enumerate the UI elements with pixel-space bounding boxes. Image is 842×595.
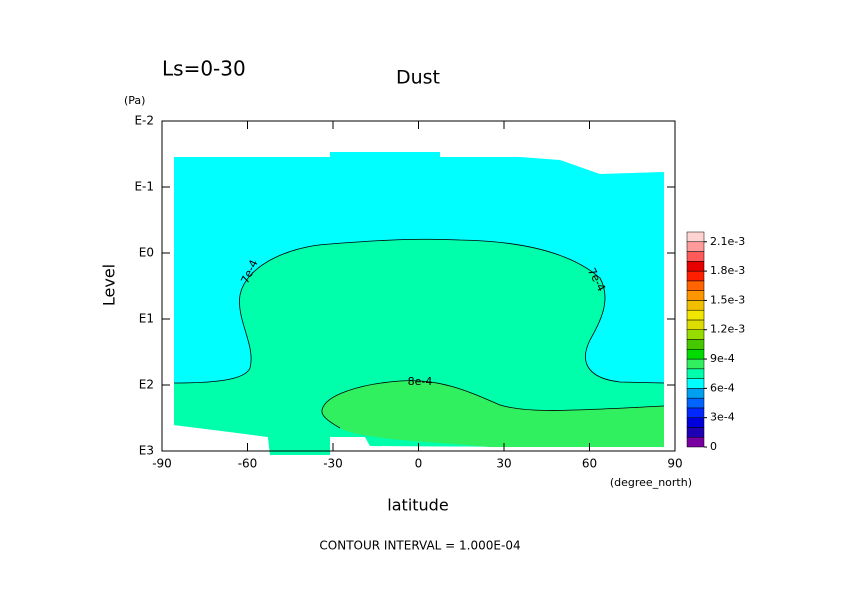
colorbar-swatch [686,329,705,340]
colorbar-swatch [686,388,705,399]
colorbar-tick-label: 2.1e-3 [710,235,745,248]
colorbar-swatch [686,417,705,428]
contour-fill [321,380,664,447]
x-tick-label: 0 [415,457,423,471]
colorbar-swatch [686,309,705,321]
colorbar-tick-label: 1.5e-3 [710,293,745,306]
colorbar-tick-label: 0 [710,440,717,453]
x-axis-label: latitude [387,496,448,515]
contour-fields [174,152,664,455]
y-tick-label: E-2 [134,114,154,128]
colorbar-tick-label: 1.8e-3 [710,264,745,277]
y-unit: (Pa) [124,94,145,107]
chart-subtitle: Ls=0-30 [162,57,246,81]
x-unit: (degree_north) [610,476,692,489]
colorbar-swatch [686,368,705,379]
colorbar-swatch [686,358,705,370]
chart-title: Dust [396,67,440,89]
colorbar-swatch [686,261,705,272]
y-tick-label: E-1 [134,180,154,194]
colorbar-swatch [686,280,705,291]
contour-label: 8e-4 [408,375,433,388]
colorbar-swatch [686,349,705,360]
x-tick-label: 30 [496,457,511,471]
x-tick-label: -30 [323,457,343,471]
y-tick-label: E0 [139,246,154,260]
x-tick-label: 90 [667,457,682,471]
contour-line [321,380,665,429]
colorbar-tick-label: 6e-4 [710,381,735,394]
colorbar-swatch [686,231,705,243]
colorbar-swatch [686,300,705,311]
contour-fill [174,239,664,455]
colorbar-tick-label: 3e-4 [710,411,735,424]
y-tick-label: E3 [139,444,154,458]
colorbar-swatch [686,270,705,282]
x-tick-label: -60 [238,457,258,471]
contour-interval: CONTOUR INTERVAL = 1.000E-04 [319,539,520,553]
contour-line [173,238,665,384]
colorbar-swatch [686,427,705,438]
colorbar-tick-label: 1.2e-3 [710,323,745,336]
colorbar-swatch [686,251,705,262]
colorbar-swatch [686,339,705,350]
colorbar-swatch [686,241,705,252]
x-tick-label: 60 [582,457,597,471]
colorbar-swatch [686,407,705,418]
colorbar-tick-label: 9e-4 [710,352,735,365]
colorbar-swatch [686,378,705,389]
y-tick-label: E2 [139,378,154,392]
colorbar-swatch [686,319,705,330]
colorbar-swatch [686,436,705,448]
y-axis-label: Level [100,264,119,306]
y-tick-label: E1 [139,312,154,326]
colorbar-swatch [686,397,705,409]
colorbar-swatch [686,290,705,301]
x-tick-label: -90 [152,457,172,471]
